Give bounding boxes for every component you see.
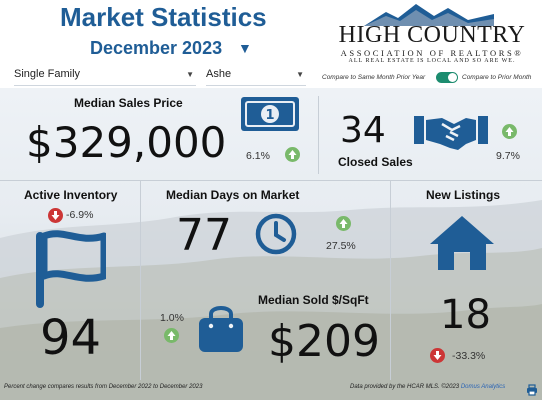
up-arrow-icon: [336, 216, 351, 231]
active-inventory-label: Active Inventory: [24, 188, 117, 202]
divider: [0, 180, 542, 181]
footer-source: Data provided by the HCAR MLS. ©2023 Dom…: [350, 384, 505, 390]
closed-sales-change: 9.7%: [496, 150, 520, 162]
median-days-on-market-value: 77: [176, 210, 232, 261]
footer-note: Percent change compares results from Dec…: [4, 384, 202, 390]
divider: [318, 96, 319, 174]
county-dropdown[interactable]: Ashe ▼: [206, 68, 306, 86]
footer-source-text: Data provided by the HCAR MLS. ©2023: [350, 384, 459, 390]
logo-name: HIGH COUNTRY: [330, 22, 534, 49]
median-sold-sqft-value: $209: [268, 316, 380, 367]
header: Market Statistics December 2023 ▼ HIGH C…: [0, 0, 542, 88]
comparison-toggle[interactable]: [436, 72, 458, 83]
logo-association: ASSOCIATION OF REALTORS®: [330, 48, 534, 58]
house-icon: [428, 214, 496, 277]
median-sold-sqft-label: Median Sold $/SqFt: [258, 293, 369, 307]
median-sold-sqft-change: 1.0%: [160, 312, 184, 324]
print-icon[interactable]: [526, 383, 538, 400]
page-title: Market Statistics: [60, 2, 267, 33]
property-type-dropdown[interactable]: Single Family ▼: [14, 68, 196, 86]
median-sales-price-change: 6.1%: [246, 150, 270, 162]
new-listings-label: New Listings: [426, 188, 500, 202]
county-value: Ashe: [206, 68, 231, 80]
compare-prior-month-label: Compare to Prior Month: [462, 74, 531, 81]
period-caret-icon[interactable]: ▼: [238, 40, 252, 56]
down-arrow-icon: [48, 208, 63, 223]
divider: [390, 180, 391, 380]
down-arrow-icon: [430, 348, 445, 363]
svg-text:1: 1: [265, 108, 274, 123]
money-bill-icon: 1: [240, 96, 300, 137]
new-listings-change: -33.3%: [452, 350, 485, 362]
clock-icon: [254, 212, 298, 261]
flag-icon: [34, 230, 106, 315]
closed-sales-value: 34: [340, 110, 386, 151]
new-listings-value: 18: [440, 292, 491, 338]
logo: HIGH COUNTRY ASSOCIATION OF REALTORS® AL…: [320, 2, 536, 66]
up-arrow-icon: [502, 124, 517, 139]
compare-prior-year-label: Compare to Same Month Prior Year: [322, 74, 425, 81]
active-inventory-change: -6.9%: [66, 209, 93, 221]
stats-panel: Median Sales Price $329,000 1 6.1% 34 Cl…: [0, 88, 542, 400]
up-arrow-icon: [164, 328, 179, 343]
median-sales-price-label: Median Sales Price: [74, 96, 183, 110]
handshake-icon: [414, 110, 488, 157]
shopping-bag-icon: [196, 302, 246, 359]
chevron-down-icon: ▼: [186, 70, 194, 79]
median-sales-price-value: $329,000: [26, 118, 226, 167]
active-inventory-value: 94: [40, 310, 101, 366]
up-arrow-icon: [285, 147, 300, 162]
toggle-knob: [448, 73, 457, 82]
divider: [140, 180, 141, 380]
median-days-on-market-label: Median Days on Market: [166, 188, 299, 202]
closed-sales-label: Closed Sales: [338, 155, 413, 169]
property-type-value: Single Family: [14, 68, 80, 80]
chevron-down-icon: ▼: [296, 70, 304, 79]
logo-tagline: ALL REAL ESTATE IS LOCAL AND SO ARE WE.: [330, 58, 534, 64]
median-days-on-market-change: 27.5%: [326, 240, 356, 252]
domus-analytics-link[interactable]: Domus Analytics: [461, 384, 505, 390]
period-selector-label[interactable]: December 2023: [90, 38, 222, 59]
